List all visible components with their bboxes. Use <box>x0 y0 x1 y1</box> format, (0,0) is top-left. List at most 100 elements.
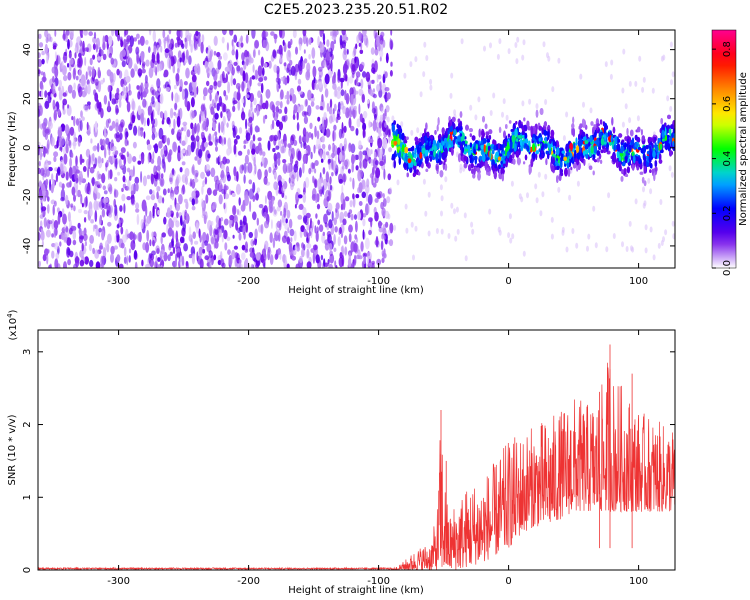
spectrogram-cell <box>42 254 47 262</box>
spectrogram-cell <box>169 108 174 119</box>
spectrogram-cell <box>190 246 196 256</box>
spectrogram-cell <box>164 48 170 54</box>
spectrogram-cell <box>321 135 325 143</box>
spectrogram-cell <box>496 53 500 60</box>
spectrogram-cell <box>145 39 149 45</box>
spectrogram-cell <box>68 52 72 59</box>
spectrogram-cell <box>268 202 274 214</box>
spectrogram-cell <box>248 116 253 124</box>
spectrogram-cell <box>247 149 250 156</box>
spectrogram-cell <box>305 99 308 107</box>
spectrogram-cell <box>97 173 102 180</box>
spectrogram-cell <box>463 212 467 219</box>
spectrogram-cell <box>586 245 589 252</box>
spectrogram-cell <box>284 140 287 148</box>
spectrogram-cell <box>621 161 626 167</box>
spectrogram-cell <box>507 133 510 138</box>
spectrogram-cell <box>352 193 355 200</box>
spectrogram-cell <box>641 86 645 93</box>
spectrogram-cell <box>555 160 558 166</box>
spectrogram-cell <box>223 90 227 97</box>
spectrogram-cell <box>142 175 147 187</box>
spectrogram-cell <box>218 122 221 134</box>
spectrogram-cell <box>152 30 156 42</box>
spectrogram-cell <box>390 61 393 67</box>
spectrogram-cell <box>361 71 367 78</box>
spectrogram-cell <box>356 34 360 44</box>
spectrogram-cell <box>186 101 191 112</box>
spectrogram-cell <box>596 157 600 163</box>
spectrogram-cell <box>151 95 155 105</box>
spectrogram-cell <box>284 77 288 86</box>
spectrogram-cell <box>571 123 575 129</box>
spectrogram-cell <box>78 86 83 98</box>
spectrogram-cell <box>73 115 76 127</box>
spectrogram-cell <box>191 190 196 199</box>
spectrogram-cell <box>38 181 43 186</box>
spectrogram-cell <box>188 226 192 237</box>
spectrogram-cell <box>358 42 361 47</box>
spectrogram-cell <box>148 46 151 53</box>
spectrogram-cell <box>331 30 337 38</box>
spectrogram-cell <box>109 169 113 180</box>
spectrogram-cell <box>69 126 75 136</box>
spectrogram-cell <box>611 117 614 126</box>
spectrogram-cell <box>318 74 322 82</box>
spectrogram-cell <box>526 145 530 152</box>
spectrogram-cell <box>362 218 366 227</box>
spectrogram-cell <box>54 30 57 37</box>
spectrogram-cell <box>82 233 88 242</box>
spectrogram-cell <box>130 198 136 206</box>
spectrogram-cell <box>636 165 639 171</box>
spectrogram-cell <box>174 186 179 195</box>
spectrogram-cell <box>157 155 162 168</box>
spectrogram-cell <box>372 119 377 132</box>
spectrogram-cell <box>240 204 246 212</box>
spectrogram-cell <box>167 254 171 262</box>
spectrogram-cell <box>227 111 232 119</box>
spectrogram-cell <box>194 190 200 198</box>
spectrogram-cell <box>329 98 333 108</box>
spectrogram-cell <box>235 135 240 140</box>
spectrogram-cell <box>103 197 109 204</box>
spectrogram-cell <box>79 249 84 258</box>
spectrogram-cell <box>181 161 186 166</box>
spectrogram-cell <box>341 254 345 267</box>
spectrogram-cell <box>137 232 142 242</box>
spectrogram-cell <box>94 224 97 229</box>
spectrogram-cell <box>83 217 87 223</box>
spectrogram-cell <box>250 106 254 118</box>
spectrogram-cell <box>374 211 379 222</box>
spectrogram-cell <box>44 128 50 134</box>
spectrogram-cell <box>115 229 119 236</box>
spectrogram-cell <box>163 69 169 78</box>
spectrogram-cell <box>515 121 518 125</box>
spectrogram-cell <box>168 79 171 86</box>
spectrogram-cell <box>166 207 171 218</box>
spectrogram-cell <box>110 57 115 65</box>
spectrogram-cell <box>195 172 199 178</box>
spectrogram-cell <box>396 179 400 186</box>
spectrogram-cell <box>362 30 367 37</box>
spectrogram-cell <box>486 138 490 143</box>
spectrogram-cell <box>547 55 551 62</box>
spectrogram-cell <box>185 212 189 224</box>
spectrogram-cell <box>40 88 44 100</box>
spectrogram-cell <box>541 191 545 198</box>
spectrogram-cell <box>219 178 222 186</box>
spectrogram-cell <box>473 156 478 161</box>
spectrogram-cell <box>88 243 92 252</box>
spectrogram-cell <box>381 83 387 95</box>
spectrogram-cell <box>435 228 439 234</box>
spectrogram-cell <box>149 189 153 195</box>
spectrogram-cell <box>45 229 51 238</box>
spectrogram-cell <box>157 59 161 65</box>
spectrogram-cell <box>505 114 509 121</box>
spectrogram-cell <box>200 41 204 54</box>
spectrogram-cell <box>548 148 552 155</box>
spectrogram-cell <box>316 226 319 234</box>
spectrogram-cell <box>65 226 69 233</box>
spectrogram-cell <box>327 233 332 244</box>
spectrogram-cell <box>63 233 68 243</box>
